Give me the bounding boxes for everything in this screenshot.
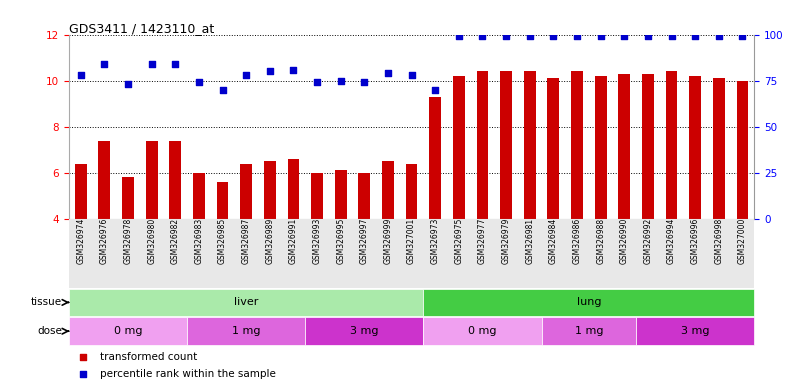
Bar	[453, 76, 465, 219]
Point	[311, 79, 324, 86]
Bar	[146, 141, 157, 219]
Point	[476, 33, 489, 40]
Text: lung: lung	[577, 297, 601, 308]
Bar	[689, 76, 701, 219]
Point	[145, 61, 158, 67]
Point	[287, 66, 300, 73]
Text: 1 mg: 1 mg	[232, 326, 260, 336]
Bar	[169, 141, 181, 219]
Point	[406, 72, 418, 78]
Point	[665, 33, 678, 40]
Point	[500, 33, 513, 40]
Point	[98, 61, 111, 67]
Bar	[98, 141, 110, 219]
Point	[216, 87, 229, 93]
Point	[240, 72, 253, 78]
Bar	[335, 170, 346, 219]
Bar	[382, 161, 394, 219]
Point	[75, 72, 88, 78]
Bar	[547, 78, 560, 219]
Bar	[571, 71, 583, 219]
Bar	[264, 161, 276, 219]
Text: tissue: tissue	[31, 297, 62, 308]
Point	[453, 33, 466, 40]
Bar	[524, 71, 535, 219]
Point	[594, 33, 607, 40]
Bar	[217, 182, 229, 219]
Bar	[736, 81, 749, 219]
Bar	[642, 74, 654, 219]
Point	[618, 33, 631, 40]
Bar	[666, 71, 677, 219]
Point	[736, 33, 749, 40]
Text: 0 mg: 0 mg	[114, 326, 142, 336]
Point	[264, 68, 277, 74]
Text: GDS3411 / 1423110_at: GDS3411 / 1423110_at	[69, 22, 214, 35]
Point	[358, 79, 371, 86]
Bar	[193, 173, 205, 219]
Point	[122, 81, 135, 88]
Bar	[500, 71, 512, 219]
Bar	[594, 76, 607, 219]
Text: 3 mg: 3 mg	[350, 326, 379, 336]
Text: dose: dose	[37, 326, 62, 336]
Point	[689, 33, 702, 40]
Point	[530, 118, 543, 124]
Point	[547, 33, 560, 40]
Bar	[406, 164, 418, 219]
Point	[530, 275, 543, 281]
Bar	[429, 97, 441, 219]
Point	[169, 61, 182, 67]
Bar	[122, 177, 134, 219]
Bar	[240, 164, 252, 219]
Text: percentile rank within the sample: percentile rank within the sample	[100, 369, 276, 379]
Text: transformed count: transformed count	[100, 352, 197, 362]
Bar	[713, 78, 725, 219]
Text: 1 mg: 1 mg	[574, 326, 603, 336]
Point	[642, 33, 654, 40]
Bar	[618, 74, 630, 219]
Bar	[358, 173, 371, 219]
Point	[429, 87, 442, 93]
Text: 3 mg: 3 mg	[681, 326, 710, 336]
Point	[712, 33, 725, 40]
Point	[523, 33, 536, 40]
Point	[334, 78, 347, 84]
Point	[192, 79, 205, 86]
Bar	[75, 164, 87, 219]
Bar	[477, 71, 488, 219]
Point	[570, 33, 583, 40]
Text: 0 mg: 0 mg	[468, 326, 496, 336]
Text: liver: liver	[234, 297, 259, 308]
Bar	[288, 159, 299, 219]
Point	[381, 70, 394, 76]
Bar	[311, 173, 323, 219]
